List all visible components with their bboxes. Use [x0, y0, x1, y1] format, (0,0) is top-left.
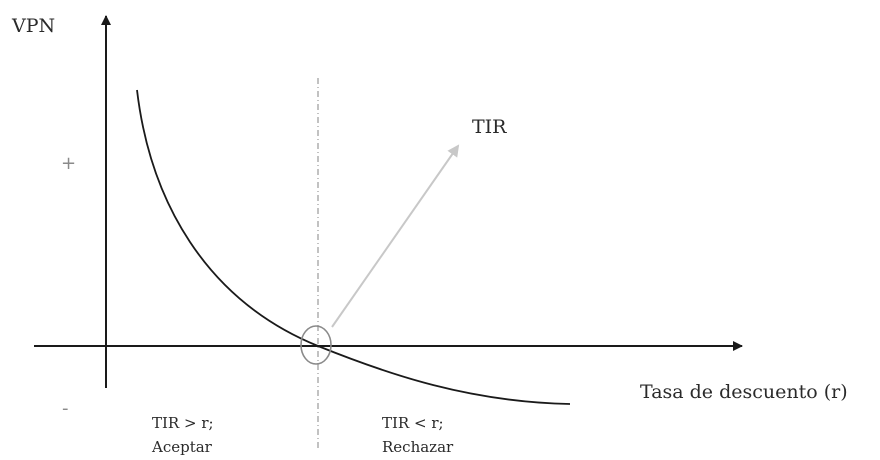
- irr-circle-marker: [300, 325, 332, 365]
- left-region-line2: Aceptar: [151, 438, 213, 456]
- tir-label: TIR: [472, 116, 507, 138]
- right-region-line2: Rechazar: [382, 438, 454, 456]
- right-region-line1: TIR < r;: [382, 414, 444, 432]
- y-axis-label: VPN: [11, 15, 55, 37]
- npv-curve: [136, 89, 571, 405]
- minus-sign: -: [62, 398, 69, 419]
- tir-arrow: [331, 144, 460, 328]
- plus-sign: +: [61, 153, 76, 174]
- x-axis-label: Tasa de descuento (r): [640, 381, 848, 403]
- left-region-line1: TIR > r;: [152, 414, 214, 432]
